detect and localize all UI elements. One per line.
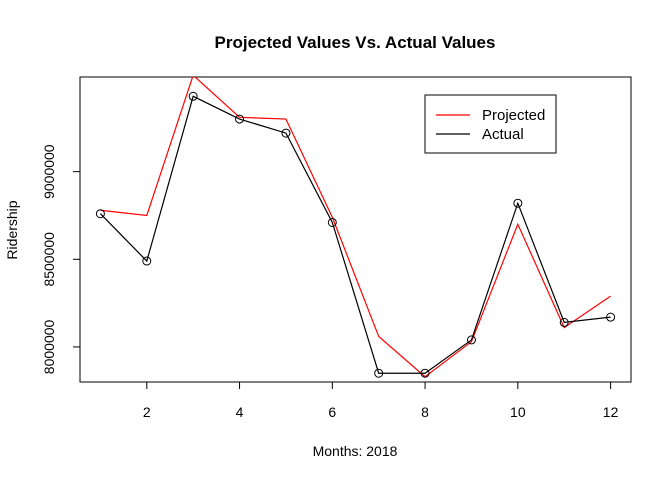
x-tick-label: 2 bbox=[143, 404, 151, 420]
series-line-actual bbox=[99, 95, 611, 374]
y-axis-label: Ridership bbox=[4, 200, 20, 259]
x-axis-label: Months: 2018 bbox=[313, 443, 398, 459]
data-point-actual bbox=[374, 368, 384, 378]
y-tick-label: 8000000 bbox=[41, 319, 57, 374]
legend-label-projected: Projected bbox=[482, 107, 545, 124]
data-point-actual bbox=[559, 317, 569, 327]
data-point-actual bbox=[327, 217, 337, 227]
x-tick-label: 12 bbox=[603, 404, 619, 420]
x-tick-label: 8 bbox=[421, 404, 429, 420]
data-point-actual bbox=[95, 209, 105, 219]
legend-label-actual: Actual bbox=[482, 126, 524, 143]
series-line-projected bbox=[100, 77, 611, 378]
y-tick-label: 8500000 bbox=[41, 232, 57, 287]
marker-layer bbox=[95, 91, 616, 378]
legend-box bbox=[424, 94, 557, 154]
series-layer bbox=[99, 77, 611, 378]
data-point-actual bbox=[188, 91, 198, 101]
data-point-actual bbox=[142, 256, 152, 266]
x-tick-label: 4 bbox=[236, 404, 244, 420]
chart-title: Projected Values Vs. Actual Values bbox=[215, 33, 496, 52]
data-point-actual bbox=[235, 114, 245, 124]
legend: Projected Actual bbox=[424, 94, 557, 154]
data-point-actual bbox=[606, 312, 616, 322]
data-point-actual bbox=[513, 198, 523, 208]
x-tick-label: 6 bbox=[328, 404, 336, 420]
data-point-actual bbox=[281, 128, 291, 138]
x-tick-label: 10 bbox=[510, 404, 526, 420]
x-axis: 2 4 6 8 10 12 bbox=[143, 381, 619, 420]
data-point-actual bbox=[466, 335, 476, 345]
data-point-actual bbox=[420, 368, 430, 378]
y-tick-label: 9000000 bbox=[41, 144, 57, 199]
y-axis: 8000000 8500000 9000000 bbox=[41, 144, 81, 374]
